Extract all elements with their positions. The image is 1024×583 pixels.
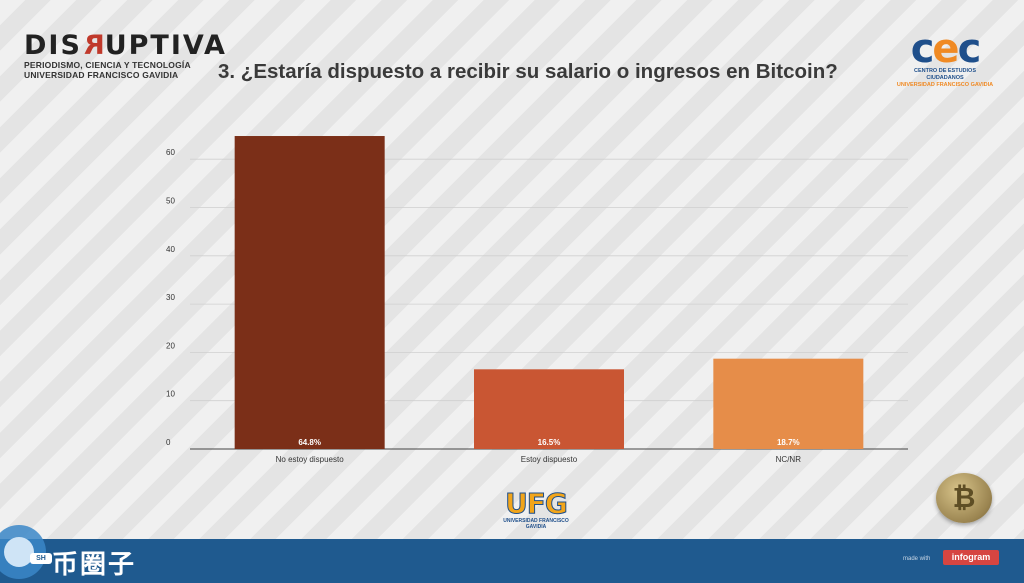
cec-mark: cec bbox=[910, 26, 982, 72]
y-tick-label: 40 bbox=[166, 245, 175, 254]
cec-university: UNIVERSIDAD FRANCISCO GAVIDIA bbox=[896, 82, 994, 88]
disruptiva-university: UNIVERSIDAD FRANCISCO GAVIDIA bbox=[24, 70, 179, 80]
data-label: 64.8% bbox=[298, 438, 321, 447]
footer-badge: SH bbox=[30, 553, 52, 564]
cec-name: CENTRO DE ESTUDIOS CIUDADANOS bbox=[913, 68, 977, 81]
data-label: 16.5% bbox=[538, 438, 561, 447]
disruptiva-logo: DISRUPTIVA PERIODISMO, CIENCIA Y TECNOLO… bbox=[24, 30, 227, 80]
bar bbox=[713, 358, 864, 449]
data-label: 18.7% bbox=[777, 438, 800, 447]
ufg-logo: UFG UNIVERSIDAD FRANCISCO GAVIDIA bbox=[498, 487, 574, 530]
disruptiva-tagline: PERIODISMO, CIENCIA Y TECNOLOGÍA bbox=[24, 60, 191, 70]
bar bbox=[234, 136, 385, 450]
category-label: No estoy dispuesto bbox=[276, 455, 345, 464]
ufg-wordmark: UFG bbox=[505, 487, 569, 520]
bar bbox=[474, 369, 624, 449]
watermark-brand: 币圈子 bbox=[52, 549, 137, 579]
cec-logo: cec CENTRO DE ESTUDIOS CIUDADANOS UNIVER… bbox=[895, 26, 995, 89]
y-tick-label: 10 bbox=[166, 390, 175, 399]
infogram-button[interactable]: infogram bbox=[943, 550, 999, 565]
category-label: NC/NR bbox=[776, 455, 802, 464]
made-with-label: made with bbox=[903, 556, 931, 562]
watermark-blob-inner-icon bbox=[4, 537, 34, 567]
chart-title: 3. ¿Estaría dispuesto a recibir su salar… bbox=[218, 60, 838, 83]
bitcoin-coin-icon: ₿ bbox=[936, 473, 992, 523]
y-tick-label: 20 bbox=[166, 341, 175, 350]
y-tick-label: 30 bbox=[166, 293, 175, 302]
y-tick-label: 60 bbox=[166, 148, 175, 157]
disruptiva-wordmark: DISRUPTIVA bbox=[24, 30, 227, 61]
category-label: Estoy dispuesto bbox=[521, 455, 578, 464]
footer-bar bbox=[0, 539, 1024, 583]
y-tick-label: 50 bbox=[166, 197, 175, 206]
ufg-subtitle: UNIVERSIDAD FRANCISCO GAVIDIA bbox=[503, 518, 569, 530]
y-tick-label: 0 bbox=[166, 438, 171, 447]
